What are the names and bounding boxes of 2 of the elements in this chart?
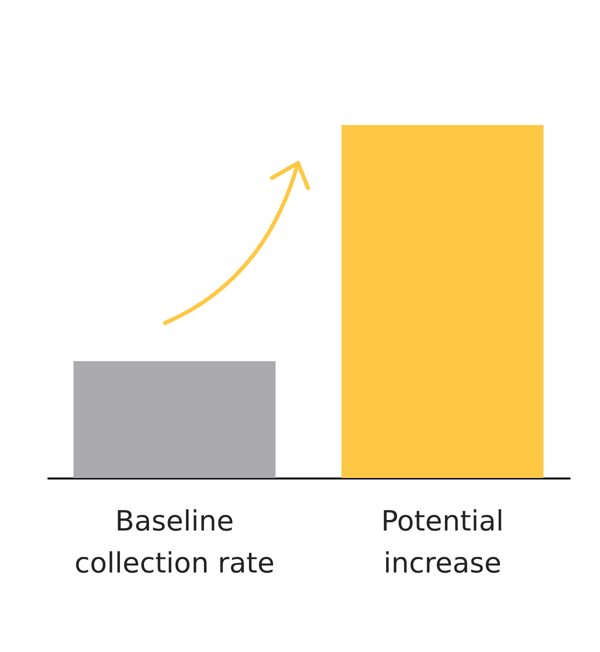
x-tick-label: Potential increase [381,504,504,580]
x-tick-label: Baseline collection rate [74,504,275,580]
